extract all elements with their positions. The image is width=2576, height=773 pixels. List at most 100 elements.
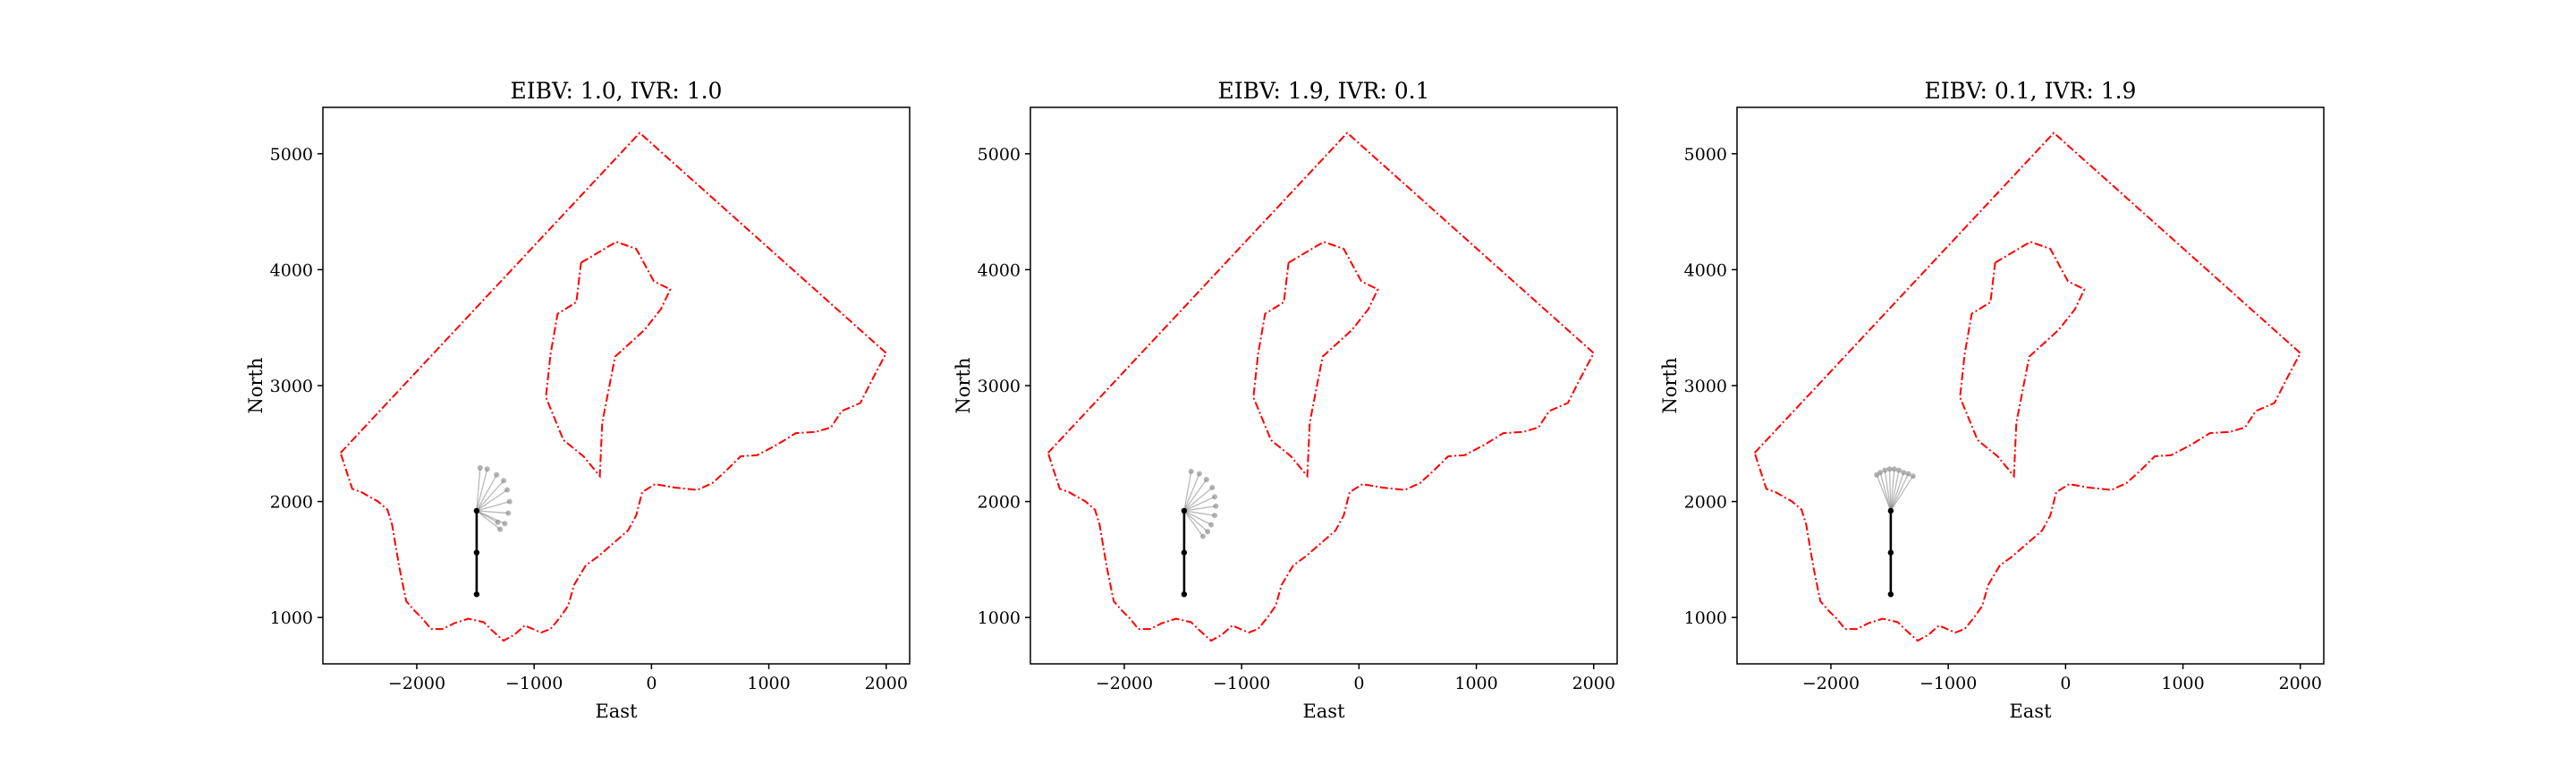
- candidate-line: [1183, 479, 1208, 512]
- candidate-point: [1910, 473, 1916, 480]
- candidate-line: [1888, 469, 1892, 511]
- candidate-line: [476, 467, 481, 512]
- inner-boundary-line: [545, 241, 672, 479]
- y-tick-label: 3000: [1684, 377, 1727, 396]
- candidate-line: [476, 480, 504, 512]
- candidate-point: [506, 498, 513, 505]
- path-point: [1181, 507, 1188, 514]
- x-tick-label: −1000: [1213, 674, 1270, 693]
- x-tick-label: 2000: [2279, 674, 2322, 693]
- candidate-point: [1199, 533, 1206, 539]
- candidate-point: [497, 526, 504, 532]
- candidate-line: [1183, 510, 1204, 537]
- chart-title: EIBV: 1.0, IVR: 1.0: [511, 78, 723, 104]
- path-point: [473, 507, 480, 514]
- path-point: [1181, 549, 1188, 556]
- outer-boundary-line: [1753, 132, 2302, 642]
- y-tick-label: 1000: [978, 608, 1021, 628]
- candidate-point: [1209, 485, 1216, 491]
- candidate-line: [1890, 473, 1910, 512]
- candidate-point: [1905, 471, 1911, 477]
- candidate-point: [1203, 476, 1209, 482]
- path-point: [1887, 591, 1894, 598]
- x-tick-label: 2000: [865, 674, 908, 693]
- y-tick-label: 1000: [1684, 608, 1727, 628]
- candidate-point: [1211, 494, 1217, 500]
- y-tick-label: 5000: [1684, 145, 1727, 165]
- candidate-point: [502, 521, 508, 527]
- candidate-line: [1890, 475, 1914, 512]
- x-axis-label: East: [2009, 701, 2052, 722]
- y-tick-label: 4000: [978, 260, 1021, 280]
- candidate-point: [1196, 471, 1202, 477]
- y-tick-label: 3000: [978, 377, 1021, 396]
- candidate-line: [1183, 510, 1216, 516]
- x-tick-label: −2000: [1802, 674, 1860, 693]
- x-tick-label: 0: [1353, 674, 1364, 693]
- candidate-point: [1205, 529, 1211, 535]
- candidate-line: [1890, 469, 1895, 512]
- candidate-line: [476, 510, 501, 531]
- candidate-line: [476, 500, 510, 512]
- candidate-point: [495, 519, 501, 525]
- x-tick-label: −1000: [505, 674, 563, 693]
- axes-frame: [322, 106, 911, 665]
- candidate-line: [1890, 471, 1904, 512]
- candidate-point: [494, 471, 500, 478]
- candidate-point: [1208, 522, 1215, 528]
- path-point: [1887, 549, 1894, 556]
- candidate-line: [1876, 474, 1892, 512]
- y-tick-label: 2000: [978, 493, 1021, 513]
- outer-boundary-line: [1046, 132, 1596, 642]
- inner-boundary-line: [1252, 241, 1379, 479]
- x-axis-label: East: [595, 701, 638, 722]
- subplot-3: −2000 −1000 0 1000 2000 1000 2000 3000 4000 5000 E…: [1659, 78, 2325, 722]
- y-tick-label: 4000: [1684, 260, 1727, 280]
- x-tick-label: −1000: [1919, 674, 1977, 693]
- candidate-line: [1879, 472, 1892, 512]
- candidate-point: [1877, 470, 1884, 476]
- candidate-line: [1890, 470, 1900, 512]
- candidate-line: [1183, 510, 1212, 526]
- x-tick-label: 1000: [2161, 674, 2204, 693]
- y-tick-label: 5000: [978, 145, 1021, 165]
- axes-frame: [1030, 106, 1618, 665]
- candidate-line: [1183, 510, 1208, 532]
- subplot-2: −2000 −1000 0 1000 2000 1000 2000 3000 4000 5000 E…: [953, 78, 1618, 722]
- x-tick-label: −2000: [1096, 674, 1153, 693]
- axes-frame: [1736, 106, 2325, 665]
- candidate-line: [1183, 487, 1213, 512]
- inner-boundary-line: [1959, 241, 2086, 479]
- candidate-line: [1183, 505, 1216, 512]
- x-axis-label: East: [1302, 701, 1345, 722]
- path-point: [1181, 591, 1188, 598]
- candidate-line: [476, 489, 508, 512]
- y-axis-label: North: [1659, 357, 1681, 413]
- chart-title: EIBV: 1.9, IVR: 0.1: [1218, 78, 1430, 104]
- x-tick-label: 1000: [747, 674, 790, 693]
- x-tick-label: 0: [2060, 674, 2071, 693]
- y-tick-label: 5000: [270, 145, 313, 165]
- y-tick-label: 3000: [270, 377, 313, 396]
- candidate-line: [1884, 470, 1892, 512]
- candidate-point: [501, 478, 507, 484]
- candidate-point: [505, 510, 512, 516]
- x-tick-label: 2000: [1572, 674, 1615, 693]
- path-point: [473, 549, 480, 556]
- candidate-point: [1886, 466, 1893, 472]
- candidate-point: [1896, 467, 1902, 473]
- candidate-line: [476, 474, 497, 512]
- candidate-line: [1183, 496, 1216, 512]
- candidate-point: [1891, 466, 1897, 472]
- candidate-point: [504, 487, 510, 493]
- candidate-point: [477, 465, 483, 471]
- candidate-point: [1211, 513, 1217, 519]
- candidate-point: [1882, 467, 1888, 473]
- y-tick-label: 1000: [270, 608, 313, 628]
- candidate-line: [476, 510, 498, 523]
- x-tick-label: 1000: [1454, 674, 1497, 693]
- candidate-point: [1213, 503, 1219, 509]
- y-axis-label: North: [953, 357, 974, 413]
- outer-boundary-line: [339, 132, 888, 642]
